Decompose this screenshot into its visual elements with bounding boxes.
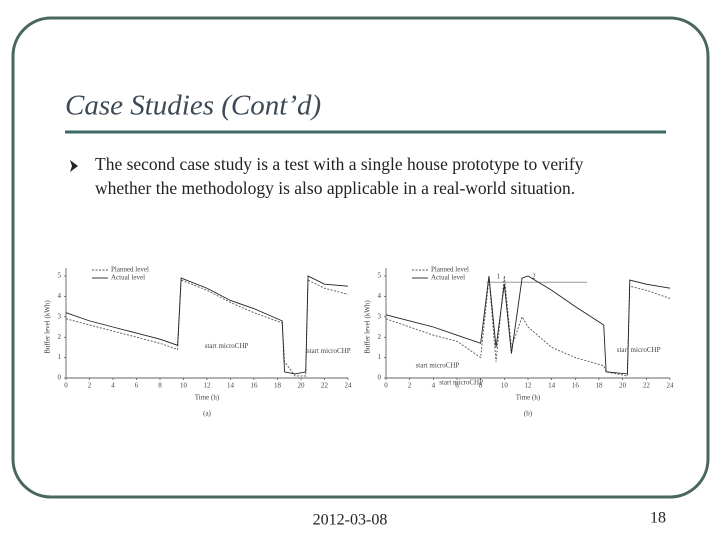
bullet-text: The second case study is a test with a s…: [95, 154, 584, 174]
annotation: 1: [497, 273, 501, 281]
y-tick-label: 1: [58, 353, 62, 361]
x-tick-label: 4: [111, 382, 115, 390]
x-tick-label: 2: [408, 382, 412, 390]
x-axis-label: Time (h): [516, 394, 541, 402]
x-tick-label: 4: [432, 382, 436, 390]
y-axis-label: Buffer level (kWh): [44, 300, 52, 354]
series-line: [385, 275, 671, 375]
annotation: start microCHP: [205, 342, 249, 350]
series-line: [385, 275, 671, 377]
series-line: [65, 279, 349, 377]
x-tick-label: 12: [204, 382, 212, 390]
series-line: [65, 275, 349, 375]
x-tick-label: 14: [548, 382, 556, 390]
legend-label: Planned level: [111, 266, 149, 274]
x-axis-label: Time (h): [195, 394, 220, 402]
y-tick-label: 5: [58, 272, 62, 280]
caption: (b): [524, 410, 533, 418]
legend-label: Actual level: [111, 274, 145, 282]
x-tick-label: 20: [298, 382, 306, 390]
bullet-text: whether the methodology is also applicab…: [95, 178, 575, 198]
x-tick-label: 8: [158, 382, 162, 390]
caption: (a): [203, 410, 211, 418]
x-tick-label: 16: [572, 382, 580, 390]
x-tick-label: 0: [384, 382, 388, 390]
annotation: start microCHP: [416, 361, 460, 369]
x-tick-label: 6: [455, 382, 459, 390]
x-tick-label: 20: [619, 382, 627, 390]
x-tick-label: 10: [501, 382, 509, 390]
y-tick-label: 2: [58, 333, 62, 341]
annotation: 2: [532, 273, 536, 281]
x-tick-label: 8: [479, 382, 483, 390]
x-tick-label: 2: [88, 382, 92, 390]
y-tick-label: 0: [58, 374, 62, 382]
x-tick-label: 18: [274, 382, 282, 390]
x-tick-label: 10: [180, 382, 188, 390]
y-tick-label: 2: [378, 333, 382, 341]
x-tick-label: 18: [596, 382, 604, 390]
y-axis-label: Buffer level (kWh): [364, 300, 372, 354]
x-tick-label: 6: [135, 382, 139, 390]
annotation: start microCHP: [617, 346, 661, 354]
annotation: start microCHP: [439, 379, 483, 387]
x-tick-label: 22: [643, 382, 651, 390]
x-tick-label: 14: [227, 382, 235, 390]
x-tick-label: 22: [321, 382, 329, 390]
bullet-arrow: [70, 160, 78, 172]
footer-date: 2012-03-08: [313, 512, 388, 529]
y-tick-label: 3: [58, 312, 62, 320]
x-tick-label: 12: [525, 382, 533, 390]
legend-label: Actual level: [431, 274, 465, 282]
y-tick-label: 5: [378, 272, 382, 280]
y-tick-label: 0: [378, 374, 382, 382]
x-tick-label: 24: [345, 382, 353, 390]
y-tick-label: 3: [378, 312, 382, 320]
slide-border: [11, 16, 710, 499]
x-tick-label: 16: [251, 382, 259, 390]
y-tick-label: 4: [378, 292, 382, 300]
page-number: 18: [650, 510, 666, 527]
y-tick-label: 1: [378, 353, 382, 361]
slide-title: Case Studies (Cont’d): [65, 90, 321, 122]
annotation: start microCHP: [307, 347, 351, 355]
y-tick-label: 4: [58, 292, 62, 300]
x-tick-label: 0: [64, 382, 68, 390]
x-tick-label: 24: [667, 382, 675, 390]
legend-label: Planned level: [431, 266, 469, 274]
